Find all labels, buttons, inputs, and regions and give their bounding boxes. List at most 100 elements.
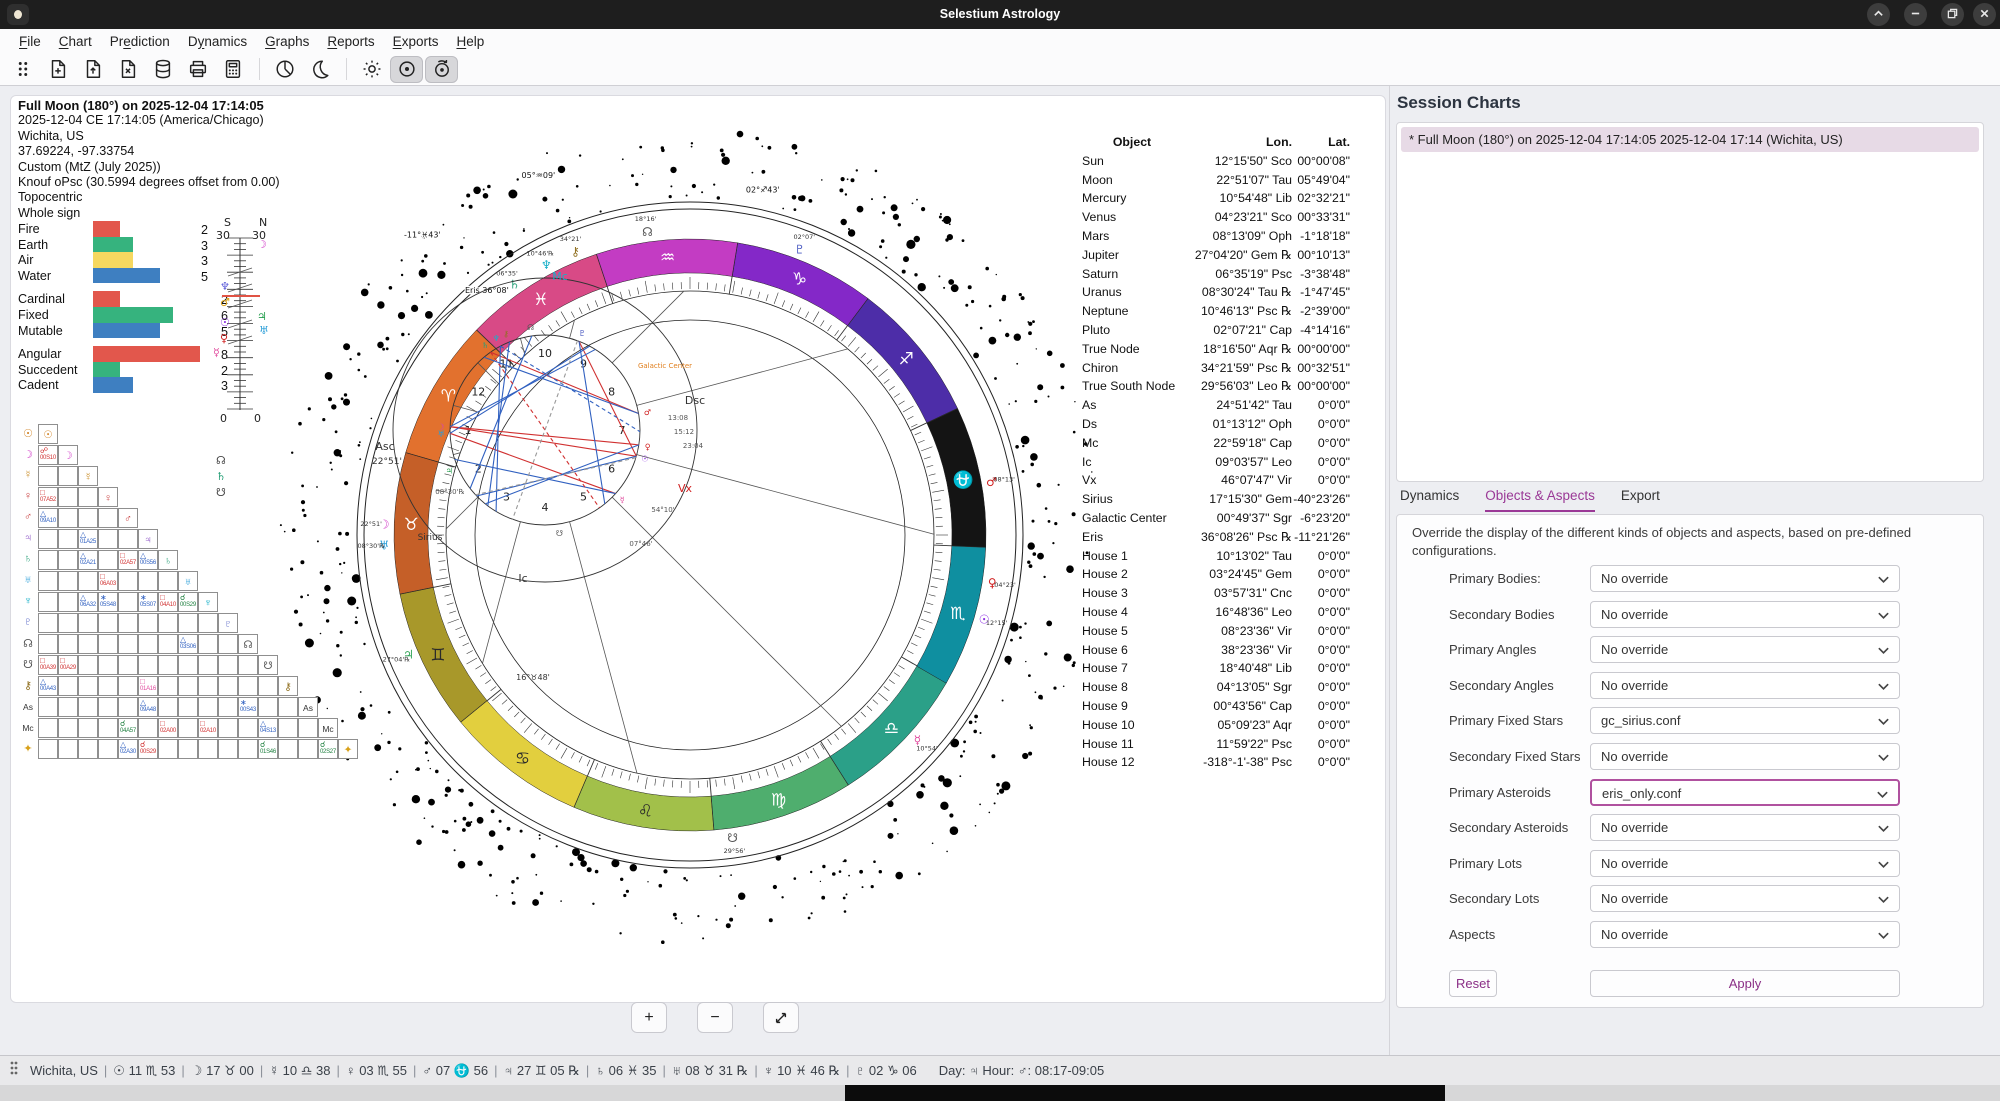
svg-text:-11°♓43': -11°♓43' xyxy=(404,231,441,240)
chart-wheel-button[interactable] xyxy=(390,56,423,83)
zoom-in-button[interactable]: + xyxy=(631,1002,667,1033)
primary-bodies-select[interactable]: No override xyxy=(1590,565,1900,592)
status-item: ♇ 02 ♑ 06 xyxy=(856,1063,917,1078)
menu-item-graphs[interactable]: Graphs xyxy=(256,34,318,49)
chart-title: Full Moon (180°) on 2025-12-04 17:14:05 xyxy=(18,98,280,113)
zoom-out-button[interactable]: − xyxy=(697,1002,733,1033)
grid-aspect-cell: □02A57 xyxy=(118,550,138,570)
svg-text:Asc: Asc xyxy=(375,440,394,453)
planet-glyph: ♆ xyxy=(541,258,552,272)
pie-icon xyxy=(274,58,296,80)
svg-text:Galactic Center: Galactic Center xyxy=(638,362,692,370)
grid-empty-cell xyxy=(118,655,138,675)
grid-empty-cell xyxy=(58,718,78,738)
grid-empty-cell xyxy=(58,697,78,717)
zodiac-glyph-aquarius: ♒ xyxy=(660,248,675,268)
status-item: ☽ 17 ♉ 00 xyxy=(191,1063,254,1078)
secondary-fixed-stars-select[interactable]: No override xyxy=(1590,743,1900,770)
object-table-header: ObjectLon.Lat. xyxy=(1082,133,1350,152)
grid-aspect-cell: ☌00S29 xyxy=(138,739,158,759)
select-value: No override xyxy=(1601,927,1668,942)
secondary-angles-select[interactable]: No override xyxy=(1590,672,1900,699)
grid-empty-cell xyxy=(78,571,98,591)
session-charts-list[interactable]: * Full Moon (180°) on 2025-12-04 17:14:0… xyxy=(1396,122,1984,482)
tab-objects-aspects[interactable]: Objects & Aspects xyxy=(1485,488,1595,512)
apply-button[interactable]: Apply xyxy=(1590,970,1900,997)
grid-aspect-cell: △01A25 xyxy=(78,529,98,549)
zodiac-glyph-ophiuchus: ⛎ xyxy=(953,469,974,490)
grid-empty-cell xyxy=(78,739,98,759)
primary-fixed-stars-select[interactable]: gc_sirius.conf xyxy=(1590,707,1900,734)
grid-planet-glyph: ☋ xyxy=(20,658,36,671)
select-value: No override xyxy=(1601,891,1668,906)
field-row-secondary-fixed-stars: Secondary Fixed StarsNo override xyxy=(1396,743,1984,770)
field-row-primary-bodies: Primary Bodies:No override xyxy=(1396,565,1984,592)
select-value: No override xyxy=(1601,749,1668,764)
session-chart-item[interactable]: * Full Moon (180°) on 2025-12-04 17:14:0… xyxy=(1401,127,1979,152)
primary-angles-select[interactable]: No override xyxy=(1590,636,1900,663)
menu-item-prediction[interactable]: Prediction xyxy=(101,34,179,49)
new-chart-button[interactable] xyxy=(41,56,74,83)
object-row-uranus: Uranus08°30'24" Tau ℞-1°47'45" xyxy=(1082,283,1350,302)
object-row-sirius: Sirius17°15'30" Gem-40°23'26" xyxy=(1082,490,1350,509)
close-chart-button[interactable] xyxy=(111,56,144,83)
grid-aspect-cell: □04A10 xyxy=(158,592,178,612)
menu-item-dynamics[interactable]: Dynamics xyxy=(179,34,256,49)
close-button[interactable] xyxy=(1973,3,1996,26)
menu-item-reports[interactable]: Reports xyxy=(318,34,383,49)
import-chart-button[interactable] xyxy=(76,56,109,83)
shade-button[interactable] xyxy=(1867,3,1890,26)
secondary-bodies-select[interactable]: No override xyxy=(1590,601,1900,628)
secondary-lots-select[interactable]: No override xyxy=(1590,885,1900,912)
menu-item-exports[interactable]: Exports xyxy=(384,34,448,49)
menu-item-chart[interactable]: Chart xyxy=(50,34,101,49)
reset-button[interactable]: Reset xyxy=(1449,970,1497,997)
tab-export[interactable]: Export xyxy=(1621,488,1660,512)
chart-info-line: Wichita, US xyxy=(18,129,280,144)
chevron-down-icon xyxy=(1877,895,1890,904)
chart-wheel[interactable]: ♈♉♊♋♌♍♎♏⛎♐♑♒♓☉12°15'☽22°51'☿10°54'♀04°23… xyxy=(260,110,1110,955)
print-button[interactable] xyxy=(181,56,214,83)
zodiac-glyph-pisces: ♓ xyxy=(533,290,548,310)
menu-item-help[interactable]: Help xyxy=(447,34,493,49)
svg-text:⚷: ⚷ xyxy=(503,330,509,339)
zodiac-glyph-virgo: ♍ xyxy=(771,791,786,811)
zodiac-glyph-libra: ♎ xyxy=(884,719,899,739)
database-button[interactable] xyxy=(146,56,179,83)
grid-empty-cell xyxy=(58,571,78,591)
planet-glyph: ⚷ xyxy=(571,244,580,258)
chevron-down-icon xyxy=(1876,790,1889,799)
primary-asteroids-select[interactable]: eris_only.conf xyxy=(1590,779,1900,806)
secondary-asteroids-select[interactable]: No override xyxy=(1590,814,1900,841)
tab-dynamics[interactable]: Dynamics xyxy=(1400,488,1459,512)
session-charts-title: Session Charts xyxy=(1397,93,1521,113)
grid-empty-cell xyxy=(98,739,118,759)
minimize-button[interactable] xyxy=(1904,3,1927,26)
time-wheel-button[interactable] xyxy=(268,56,301,83)
zodiac-glyph-cancer: ♋ xyxy=(515,749,530,769)
calculator-button[interactable] xyxy=(216,56,249,83)
house-number: 10 xyxy=(538,347,552,360)
restore-button[interactable] xyxy=(1941,3,1964,26)
aspects-select[interactable]: No override xyxy=(1590,921,1900,948)
moon-phase-button[interactable] xyxy=(303,56,336,83)
chart-rotate-button[interactable] xyxy=(425,56,458,83)
svg-text:08°30'℞: 08°30'℞ xyxy=(435,488,465,496)
grid-aspect-cell: ☌00S29 xyxy=(178,592,198,612)
settings-button[interactable] xyxy=(355,56,388,83)
object-row-house-8: House 804°13'05" Sgr0°0'0" xyxy=(1082,678,1350,697)
bar xyxy=(93,362,120,378)
grid-empty-cell xyxy=(78,613,98,633)
fullscreen-button[interactable] xyxy=(763,1002,799,1033)
object-row-house-4: House 416°48'36" Leo0°0'0" xyxy=(1082,603,1350,622)
object-row-true-node: True Node18°16'50" Aqr ℞00°00'00" xyxy=(1082,340,1350,359)
grid-aspect-cell: □06A03 xyxy=(98,571,118,591)
menu-item-file[interactable]: File xyxy=(10,34,50,49)
svg-text:12°15': 12°15' xyxy=(986,619,1008,627)
primary-lots-select[interactable]: No override xyxy=(1590,850,1900,877)
svg-text:♇: ♇ xyxy=(579,329,586,338)
select-value: No override xyxy=(1601,571,1668,586)
svg-text:18°16': 18°16' xyxy=(635,215,657,223)
statusbar-grip[interactable] xyxy=(8,1060,20,1081)
toolbar-grip[interactable] xyxy=(6,56,39,83)
